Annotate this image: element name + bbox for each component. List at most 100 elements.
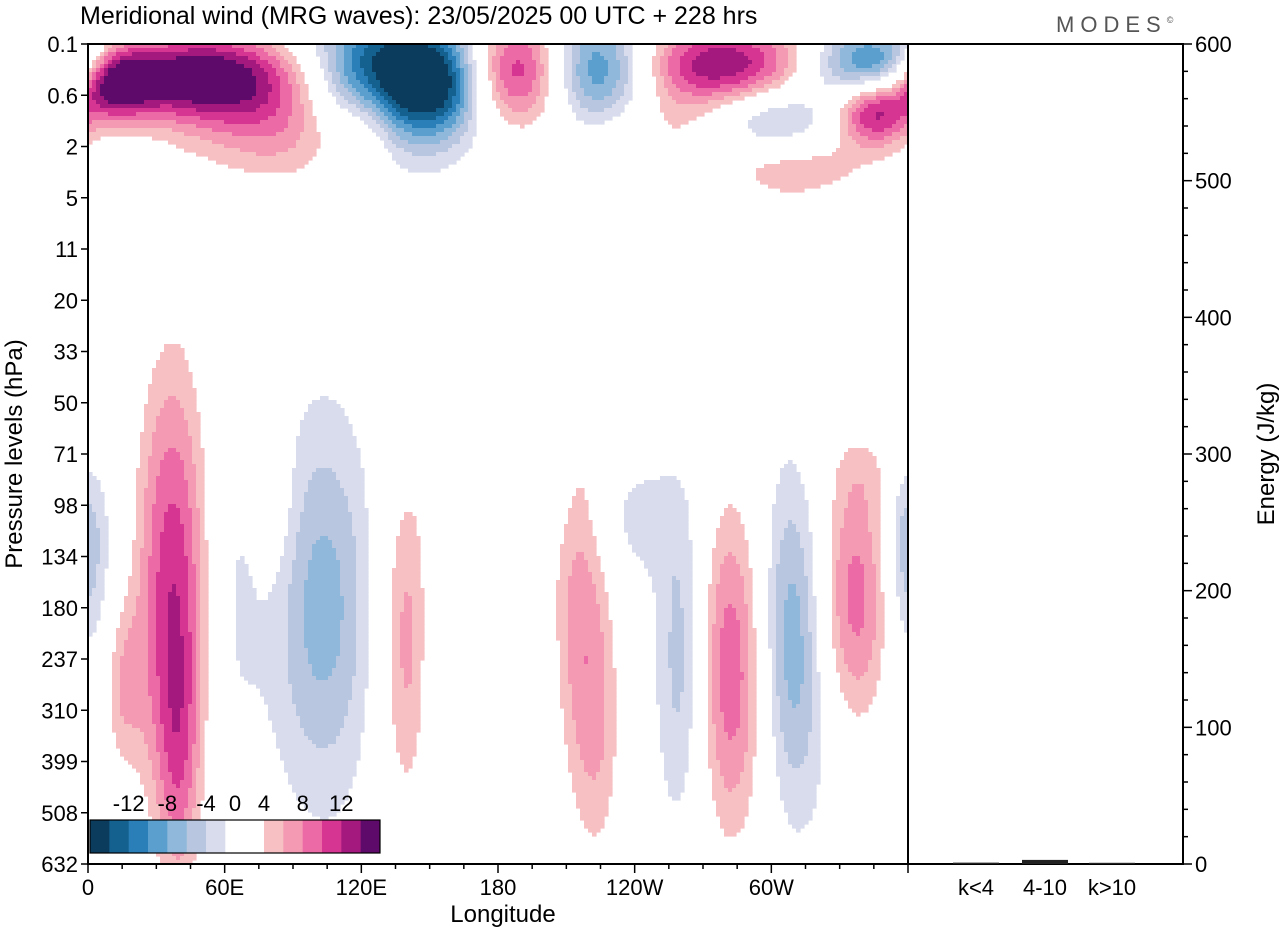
heatmap-cell — [616, 44, 625, 49]
heatmap-cell — [184, 808, 193, 813]
heatmap-cell — [444, 112, 453, 117]
heatmap-cell — [336, 660, 357, 665]
heatmap-cell — [284, 56, 297, 61]
heatmap-cell — [188, 612, 197, 617]
heatmap-cell — [656, 652, 669, 657]
heatmap-cell — [160, 564, 189, 569]
heatmap-cell — [564, 68, 573, 73]
heatmap-cell — [196, 704, 201, 709]
y-tick-label: 310 — [41, 698, 78, 723]
heatmap-cell — [612, 104, 625, 109]
heatmap-cell — [748, 732, 757, 737]
heatmap-cell — [524, 72, 537, 77]
x-tick-label: 180 — [480, 875, 517, 900]
heatmap-cell — [344, 64, 353, 69]
heatmap-cell — [496, 100, 505, 105]
heatmap-cell — [292, 108, 305, 113]
heatmap-cell — [280, 52, 293, 57]
heatmap-cell — [304, 116, 317, 121]
heatmap-cell — [740, 636, 749, 641]
heatmap-cell — [88, 528, 101, 533]
heatmap-cell — [500, 76, 537, 81]
heatmap-cell — [192, 672, 197, 677]
heatmap-cell — [164, 780, 173, 785]
heatmap-cell — [152, 432, 189, 437]
heatmap-cell — [868, 104, 909, 109]
heatmap-cell — [108, 64, 117, 69]
heatmap-cell — [672, 592, 681, 597]
heatmap-cell — [864, 584, 877, 589]
energy-tick-label: 600 — [1195, 32, 1232, 57]
heatmap-cell — [344, 84, 353, 89]
heatmap-cell — [236, 648, 289, 653]
heatmap-cell — [348, 496, 365, 501]
heatmap-cell — [576, 72, 589, 77]
heatmap-cell — [560, 572, 573, 577]
heatmap-cell — [564, 532, 593, 537]
heatmap-cell — [872, 640, 885, 645]
heatmap-cell — [644, 560, 693, 565]
heatmap-cell — [380, 116, 389, 121]
heatmap-cell — [292, 92, 301, 97]
heatmap-cell — [808, 608, 817, 613]
heatmap-cell — [860, 132, 893, 137]
heatmap-cell — [400, 628, 413, 633]
heatmap-cell — [576, 792, 613, 797]
heatmap-cell — [400, 616, 413, 621]
heatmap-cell — [472, 112, 477, 117]
heatmap-cell — [284, 768, 357, 773]
heatmap-cell — [888, 60, 897, 65]
heatmap-cell — [712, 664, 721, 669]
heatmap-cell — [584, 92, 613, 97]
heatmap-cell — [196, 616, 201, 621]
heatmap-cell — [164, 744, 189, 749]
heatmap-cell — [320, 396, 329, 401]
heatmap-cell — [748, 76, 765, 81]
heatmap-cell — [392, 696, 421, 701]
heatmap-cell — [600, 764, 613, 769]
heatmap-cell — [140, 564, 149, 569]
heatmap-cell — [304, 600, 345, 605]
heatmap-cell — [772, 508, 809, 513]
heatmap-cell — [588, 568, 601, 573]
heatmap-cell — [112, 716, 125, 721]
heatmap-cell — [848, 564, 865, 569]
heatmap-cell — [188, 556, 193, 561]
heatmap-cell — [340, 620, 357, 625]
heatmap-cell — [288, 652, 309, 657]
heatmap-cell — [672, 604, 681, 609]
heatmap-cell — [400, 756, 413, 761]
heatmap-cell — [188, 564, 197, 569]
heatmap-cell — [848, 608, 865, 613]
heatmap-cell — [684, 672, 693, 677]
heatmap-cell — [876, 96, 901, 101]
heatmap-cell — [168, 396, 177, 401]
heatmap-cell — [308, 480, 341, 485]
heatmap-cell — [172, 128, 213, 133]
colorbar-label: -8 — [158, 791, 178, 816]
heatmap-cell — [436, 108, 449, 113]
heatmap-cell — [192, 684, 197, 689]
heatmap-cell — [668, 72, 681, 77]
heatmap-cell — [196, 644, 201, 649]
heatmap-cell — [568, 748, 581, 753]
heatmap-cell — [196, 684, 201, 689]
heatmap-cell — [180, 728, 189, 733]
heatmap-cell — [380, 108, 389, 113]
heatmap-cell — [788, 104, 805, 109]
heatmap-cell — [340, 572, 357, 577]
heatmap-cell — [840, 60, 853, 65]
heatmap-cell — [604, 680, 617, 685]
heatmap-cell — [352, 60, 361, 65]
heatmap-cell — [296, 448, 361, 453]
heatmap-cell — [148, 612, 157, 617]
heatmap-cell — [804, 552, 813, 557]
heatmap-cell — [740, 624, 749, 629]
heatmap-cell — [900, 600, 909, 605]
heatmap-cell — [460, 76, 465, 81]
heatmap-cell — [460, 60, 465, 65]
heatmap-cell — [720, 516, 741, 521]
heatmap-cell — [412, 660, 421, 665]
heatmap-cell — [456, 76, 461, 81]
heatmap-cell — [308, 576, 341, 581]
